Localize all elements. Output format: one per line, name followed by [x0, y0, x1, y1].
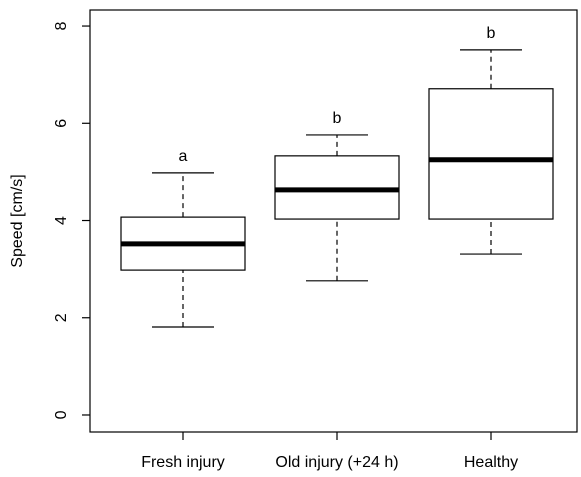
x-tick-label: Healthy — [464, 454, 518, 471]
group-label: b — [333, 110, 342, 127]
group-label: b — [487, 25, 496, 42]
y-tick-label: 0 — [53, 410, 70, 419]
box — [428, 88, 554, 220]
y-tick-label: 8 — [53, 21, 70, 30]
y-tick-label: 4 — [53, 216, 70, 225]
y-tick-label: 6 — [53, 119, 70, 128]
y-axis-label: Speed [cm/s] — [9, 174, 26, 267]
x-tick-label: Old injury (+24 h) — [275, 454, 398, 471]
x-tick-label: Fresh injury — [141, 454, 225, 471]
group-label: a — [179, 148, 188, 165]
y-tick-label: 2 — [53, 313, 70, 322]
